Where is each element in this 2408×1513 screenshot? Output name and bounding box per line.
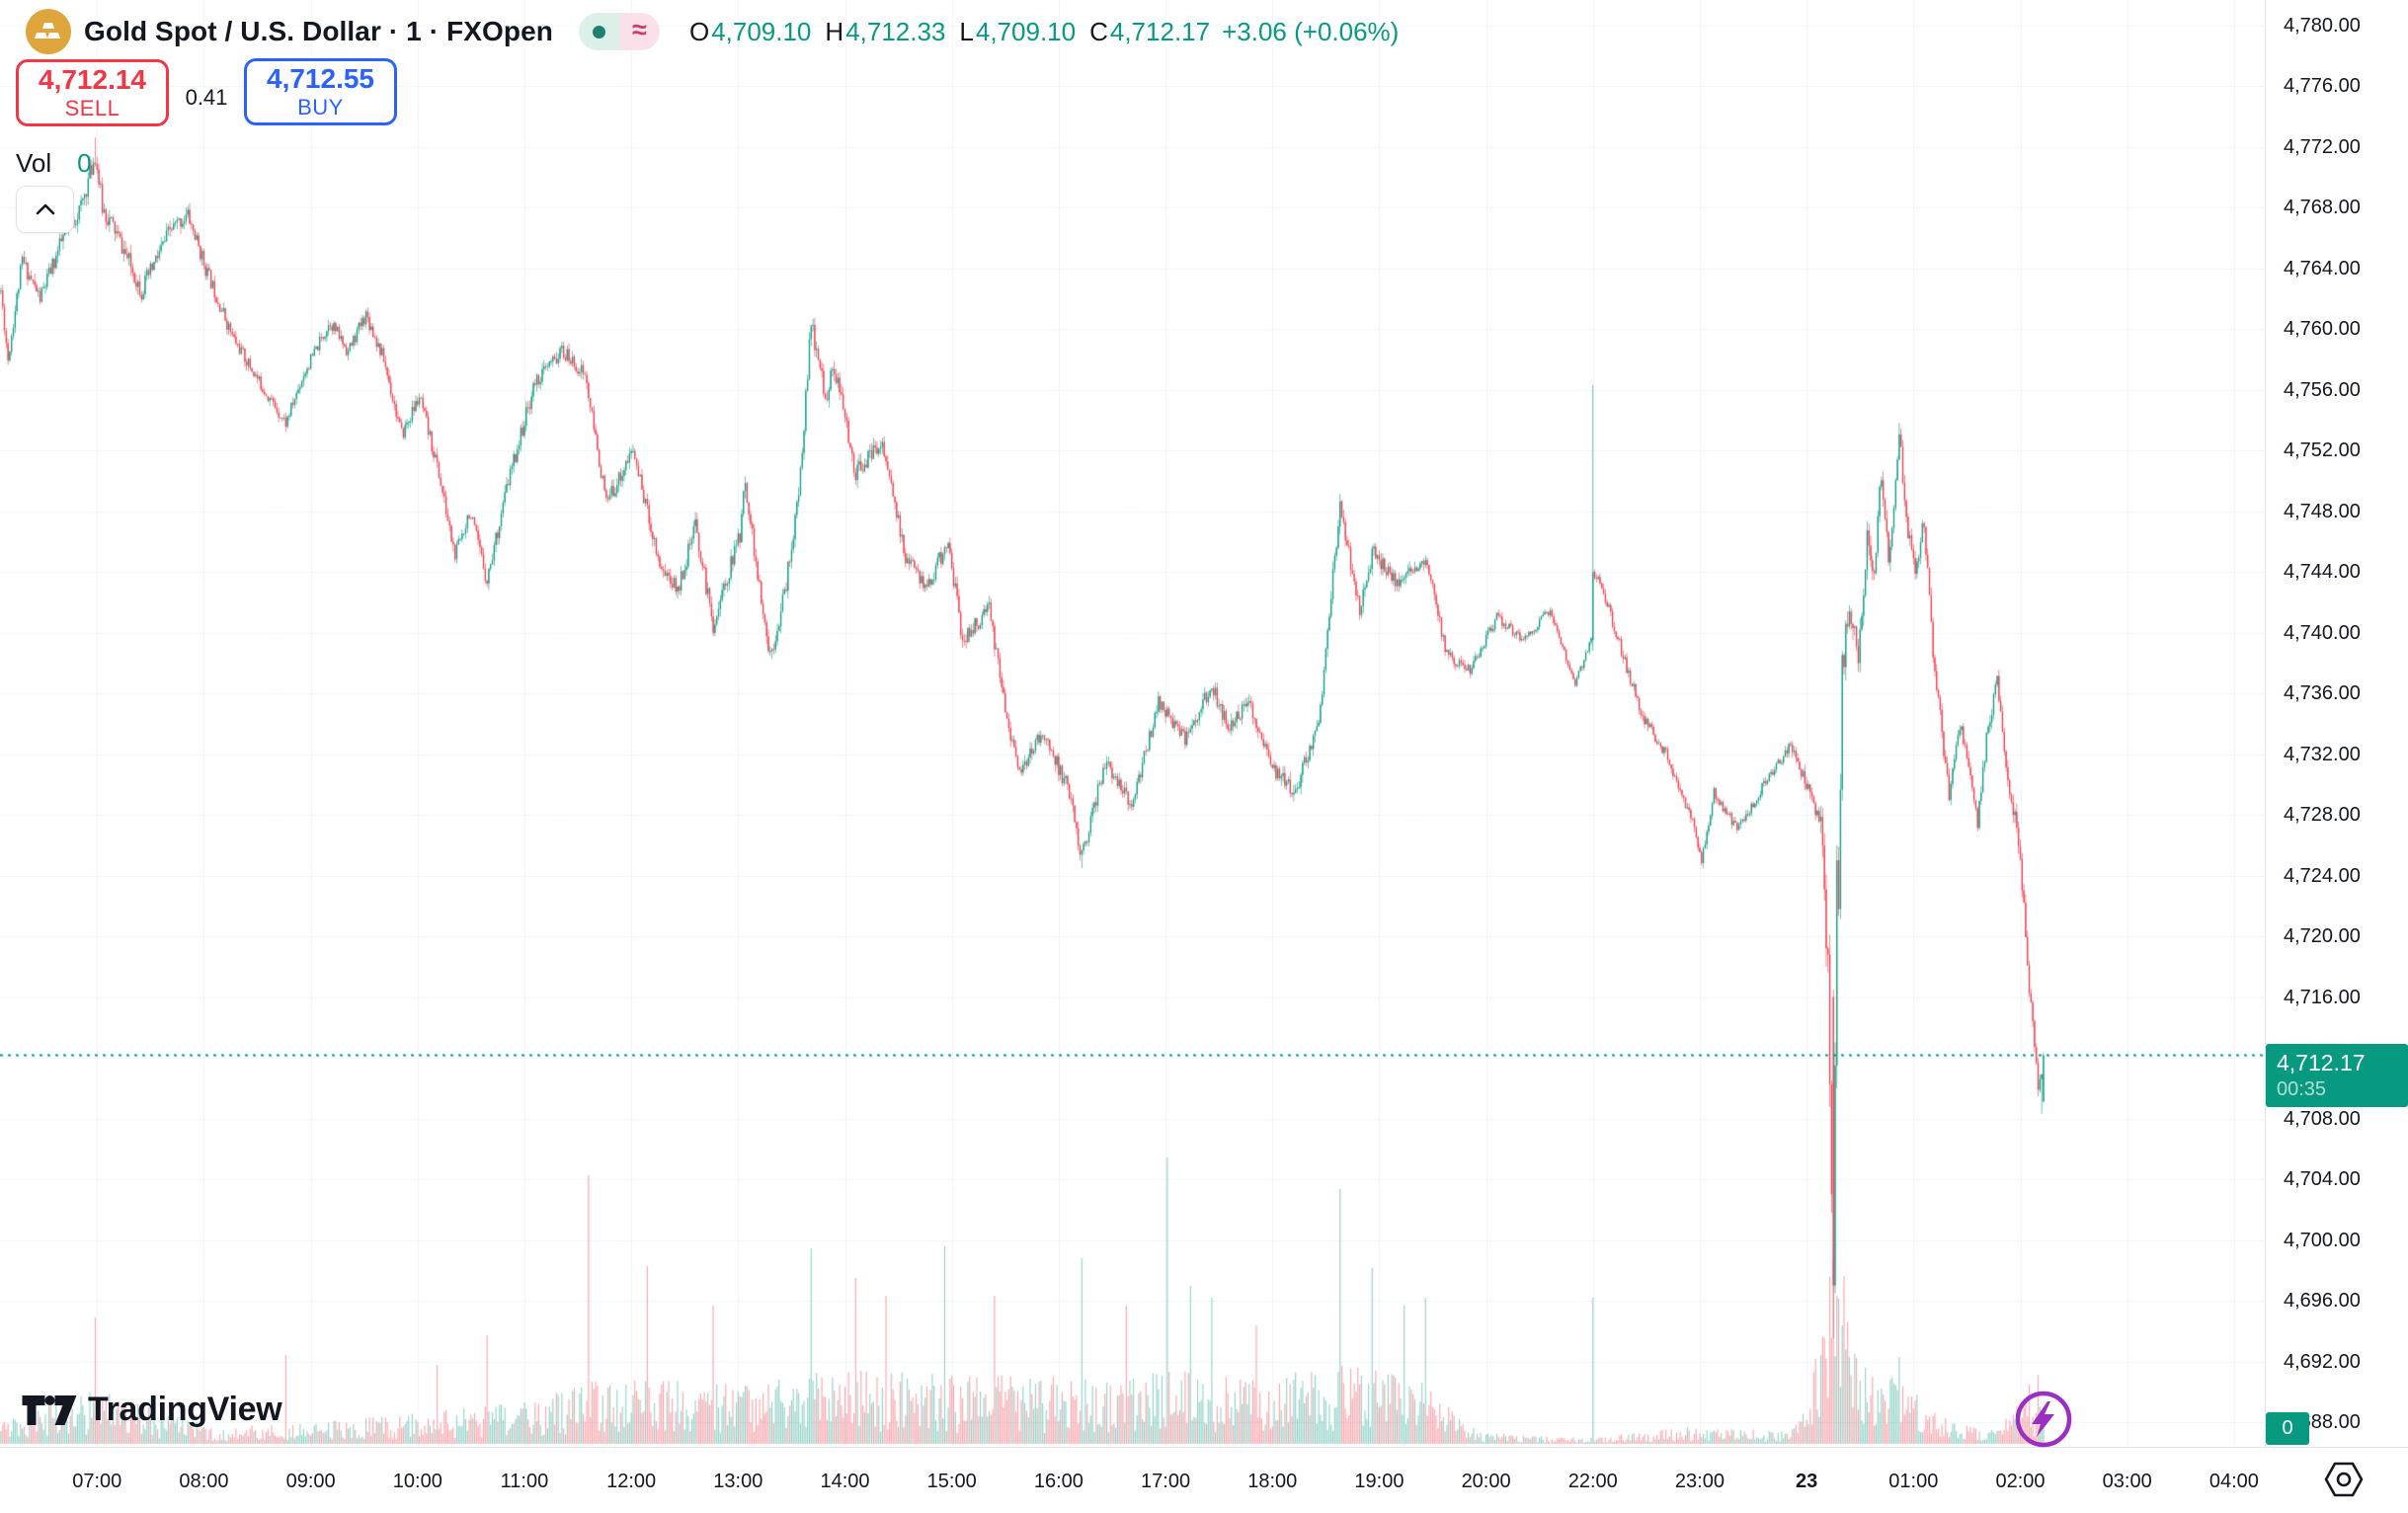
collapse-pane-button[interactable] [16, 186, 74, 233]
tradingview-logo-text: TradingView [88, 1391, 282, 1428]
time-axis-label: 04:00 [2208, 1471, 2259, 1492]
delayed-data-status-icon[interactable]: ≈ [618, 13, 660, 50]
price-axis-label: 4,716.00 [2284, 986, 2361, 1008]
lightning-bolt-icon [2015, 1391, 2072, 1448]
price-axis-label: 4,748.00 [2284, 500, 2361, 522]
time-axis-label: 03:00 [2102, 1471, 2152, 1492]
buy-label: BUY [297, 95, 344, 120]
price-axis-label: 4,744.00 [2284, 561, 2361, 583]
bar-countdown: 00:35 [2277, 1078, 2327, 1100]
time-axis-label: 16:00 [1033, 1471, 1084, 1492]
market-open-status-icon[interactable] [578, 13, 619, 50]
time-axis-label: 12:00 [606, 1471, 657, 1492]
time-axis-label: 17:00 [1141, 1471, 1191, 1492]
time-axis-label: 20:00 [1461, 1471, 1511, 1492]
price-axis-label: 4,692.00 [2284, 1350, 2361, 1373]
time-axis-label: 13:00 [713, 1471, 763, 1492]
symbol-title[interactable]: Gold Spot / U.S. Dollar · 1 · FXOpen [84, 16, 553, 46]
gear-icon [2324, 1462, 2364, 1497]
tradingview-logo-icon [22, 1394, 77, 1425]
time-axis-label: 02:00 [1995, 1471, 2046, 1492]
low-value: 4,709.10 [975, 16, 1077, 46]
time-axis-label: 09:00 [285, 1471, 336, 1492]
current-price-badge: 4,712.17 00:35 [2266, 1044, 2408, 1107]
price-axis-label: 4,724.00 [2284, 864, 2361, 887]
volume-legend: Vol 0 [16, 148, 92, 179]
time-axis-label: 08:00 [179, 1471, 229, 1492]
price-axis-label: 4,764.00 [2284, 257, 2361, 279]
close-label: C [1089, 16, 1108, 46]
high-label: H [825, 16, 844, 46]
price-axis-label: 4,768.00 [2284, 197, 2361, 218]
buy-price: 4,712.55 [267, 63, 374, 94]
tradingview-watermark[interactable]: TradingView [22, 1391, 282, 1429]
buy-button[interactable]: 4,712.55 BUY [244, 58, 397, 125]
approx-icon: ≈ [632, 14, 647, 44]
time-axis-separator [0, 1447, 2408, 1448]
symbol-header: Gold Spot / U.S. Dollar · 1 · FXOpen ≈ O… [26, 9, 1399, 54]
volume-axis-badge: 0 [2266, 1412, 2309, 1445]
time-axis-label: 15:00 [926, 1471, 977, 1492]
time-axis-label: 07:00 [72, 1471, 122, 1492]
price-axis-label: 4,708.00 [2284, 1107, 2361, 1130]
time-axis-label: 18:00 [1247, 1471, 1298, 1492]
sell-button[interactable]: 4,712.14 SELL [16, 59, 169, 126]
price-axis-label: 4,732.00 [2284, 743, 2361, 765]
time-axis-label: 11:00 [500, 1471, 549, 1492]
price-axis-label: 4,760.00 [2284, 318, 2361, 340]
ohlc-legend: O 4,709.10 H 4,712.33 L 4,709.10 C 4,712.17 … [689, 17, 1399, 47]
axis-settings-button[interactable] [2321, 1459, 2367, 1500]
price-axis-label: 4,740.00 [2284, 621, 2361, 644]
instant-trading-button[interactable] [2013, 1389, 2074, 1450]
time-axis-label: 23 [1796, 1471, 1818, 1492]
price-axis-label: 4,700.00 [2284, 1229, 2361, 1251]
market-status-pill[interactable]: ≈ [578, 13, 660, 50]
high-value: 4,712.33 [845, 16, 946, 46]
time-axis-label: 19:00 [1354, 1471, 1405, 1492]
status-dot-icon [592, 25, 605, 39]
time-axis-label: 10:00 [392, 1471, 442, 1492]
time-axis-label: 23:00 [1674, 1471, 1725, 1492]
sell-label: SELL [64, 96, 120, 121]
price-axis-label: 4,772.00 [2284, 135, 2361, 158]
close-value: 4,712.17 [1109, 16, 1211, 46]
volume-label: Vol [16, 148, 52, 178]
price-axis-label: 4,780.00 [2284, 14, 2361, 37]
chevron-up-icon [36, 203, 54, 215]
sell-price: 4,712.14 [39, 64, 146, 95]
price-axis-label: 4,720.00 [2284, 925, 2361, 947]
price-axis-separator [2265, 0, 2266, 1447]
gold-coin-icon [26, 9, 71, 54]
spread-value: 0.41 [185, 85, 228, 110]
current-price-value: 4,712.17 [2277, 1050, 2366, 1075]
price-axis-label: 4,756.00 [2284, 378, 2361, 401]
time-axis-label: 14:00 [820, 1471, 870, 1492]
price-axis-label: 4,696.00 [2284, 1290, 2361, 1312]
price-axis-label: 4,776.00 [2284, 75, 2361, 97]
volume-value: 0 [77, 148, 92, 178]
time-axis-label: 22:00 [1567, 1471, 1618, 1492]
price-axis-label: 4,736.00 [2284, 682, 2361, 704]
open-value: 4,709.10 [711, 16, 812, 46]
price-axis-label: 4,728.00 [2284, 804, 2361, 826]
price-axis-label: 4,752.00 [2284, 439, 2361, 461]
price-axis-label: 4,704.00 [2284, 1168, 2361, 1190]
time-axis-label: 01:00 [1888, 1471, 1939, 1492]
change-value: +3.06 (+0.06%) [1222, 16, 1400, 46]
open-label: O [688, 16, 710, 46]
low-label: L [959, 16, 974, 46]
